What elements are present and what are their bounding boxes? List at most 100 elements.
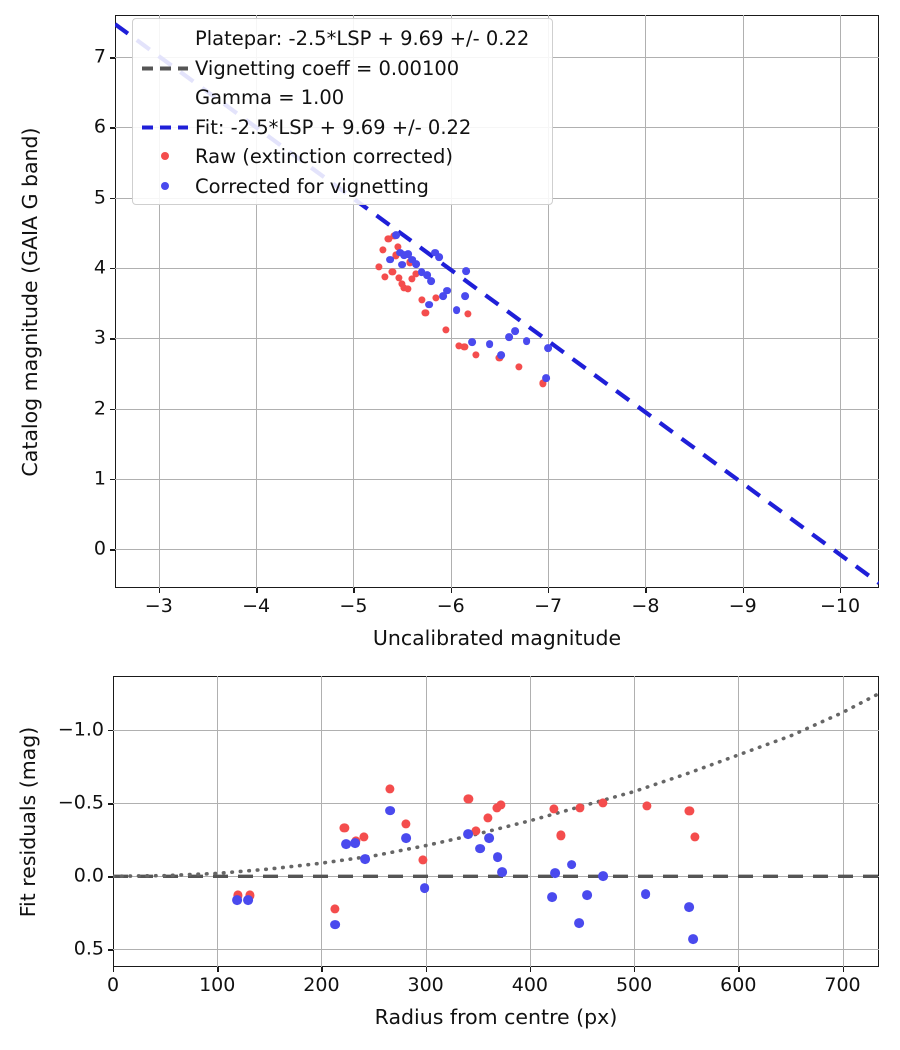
residual-point-corrected [684, 902, 695, 912]
y-axis-tick-label: 4 [93, 256, 106, 279]
legend-entry: Platepar: -2.5*LSP + 9.69 +/- 0.22 [133, 24, 552, 54]
residual-point-corrected [400, 833, 411, 844]
vignetting-curve [113, 691, 879, 879]
y-axis-tick-label: 7 [93, 45, 106, 68]
gridline-vertical [645, 15, 647, 588]
residual-point-corrected [341, 839, 352, 850]
data-point-corrected [392, 231, 401, 239]
residual-point-raw [556, 830, 566, 840]
residual-point-corrected [549, 868, 560, 879]
data-point-raw [384, 234, 393, 243]
residual-point-raw [496, 800, 506, 810]
data-point-raw [400, 284, 408, 292]
residual-point-corrected [349, 837, 360, 848]
data-point-raw [442, 326, 450, 334]
legend-label: Vignetting coeff = 0.00100 [195, 56, 460, 80]
residual-point-corrected [597, 871, 608, 882]
residual-point-corrected [232, 894, 242, 905]
y-axis-tick [108, 730, 113, 732]
residual-point-raw [471, 826, 481, 836]
gridline-horizontal [115, 549, 879, 551]
x-axis-tick-label: −6 [436, 595, 465, 617]
y-axis-tick-label: −0.5 [57, 791, 104, 814]
data-point-corrected [439, 292, 447, 301]
residual-point-corrected [330, 919, 340, 930]
y-axis-tick-label: 6 [93, 115, 106, 138]
gridline-vertical [158, 15, 160, 588]
data-point-corrected [425, 300, 434, 309]
x-axis-tick [634, 967, 636, 972]
x-axis-tick-label: −9 [728, 595, 757, 617]
data-point-raw [379, 246, 387, 254]
residual-point-corrected [474, 843, 485, 854]
gridline-vertical [529, 676, 531, 967]
legend-corrected-marker [161, 181, 169, 190]
data-point-raw [380, 273, 389, 281]
data-point-raw [460, 343, 468, 351]
y-axis-tick [110, 479, 115, 481]
residual-point-raw [401, 819, 411, 829]
data-point-corrected [522, 337, 531, 346]
residual-point-corrected [243, 894, 254, 905]
data-point-corrected [485, 340, 494, 348]
data-point-corrected [423, 271, 432, 280]
gridline-vertical [738, 676, 740, 967]
legend-label: Raw (extinction corrected) [195, 145, 453, 168]
data-point-corrected [404, 250, 412, 258]
legend-label: Platepar: -2.5*LSP + 9.69 +/- 0.22 [195, 27, 530, 50]
residual-point-corrected [484, 833, 495, 844]
x-axis-tick [256, 588, 258, 593]
x-axis-tick-label: 700 [824, 974, 861, 996]
x-axis-tick-label: −8 [631, 595, 660, 617]
residual-point-corrected [640, 888, 651, 899]
x-axis-tick [842, 967, 844, 972]
x-axis-tick-label: 0 [106, 974, 120, 996]
residual-point-corrected [463, 829, 474, 839]
residual-point-raw [684, 805, 694, 816]
x-axis-tick-label: 500 [615, 974, 653, 996]
residual-point-raw [417, 855, 428, 865]
data-point-corrected [544, 344, 552, 353]
y-axis-tick-label: 3 [93, 326, 106, 349]
y-axis-tick [108, 876, 113, 878]
data-point-corrected [461, 292, 470, 301]
legend: Platepar: -2.5*LSP + 9.69 +/- 0.22 Vignet… [132, 18, 553, 205]
residual-point-raw [330, 903, 340, 914]
data-point-raw [388, 268, 396, 276]
residual-point-raw [642, 801, 652, 811]
legend-entry: Raw (extinction corrected) [133, 142, 552, 172]
y-axis-tick [110, 197, 115, 200]
x-axis-tick-label: −3 [144, 595, 173, 617]
gridline-horizontal [115, 338, 879, 340]
data-point-corrected [511, 327, 519, 336]
residual-point-raw [689, 832, 700, 842]
residual-point-raw [598, 798, 608, 808]
gridline-horizontal [115, 408, 879, 410]
data-point-corrected [497, 351, 506, 360]
gridline-horizontal [115, 479, 879, 481]
data-point-corrected [398, 260, 406, 269]
gridline-horizontal [113, 730, 879, 732]
data-point-raw [515, 362, 523, 371]
residual-point-corrected [496, 867, 507, 877]
gridline-vertical [321, 676, 323, 967]
legend-raw-marker [161, 152, 169, 160]
gridline-vertical [840, 15, 842, 588]
y-axis-tick [110, 338, 115, 340]
residual-point-raw [483, 813, 493, 823]
x-axis-tick [425, 967, 428, 972]
y-axis-tick [110, 127, 115, 129]
data-point-corrected [417, 268, 426, 277]
residual-point-corrected [546, 891, 557, 902]
y-axis-tick [108, 803, 113, 805]
y-axis-tick-label: −1.0 [57, 718, 104, 741]
x-axis-tick [353, 588, 355, 593]
data-point-corrected [468, 338, 477, 346]
x-axis-tick-label: −10 [820, 595, 861, 617]
data-point-corrected [435, 252, 443, 261]
residuals-x-axis-label: Radius from centre (px) [374, 1005, 618, 1029]
x-axis-tick [321, 967, 323, 972]
gridline-vertical [842, 676, 844, 967]
gridline-vertical [353, 15, 355, 588]
calibration-x-axis-label: Uncalibrated magnitude [372, 626, 622, 650]
